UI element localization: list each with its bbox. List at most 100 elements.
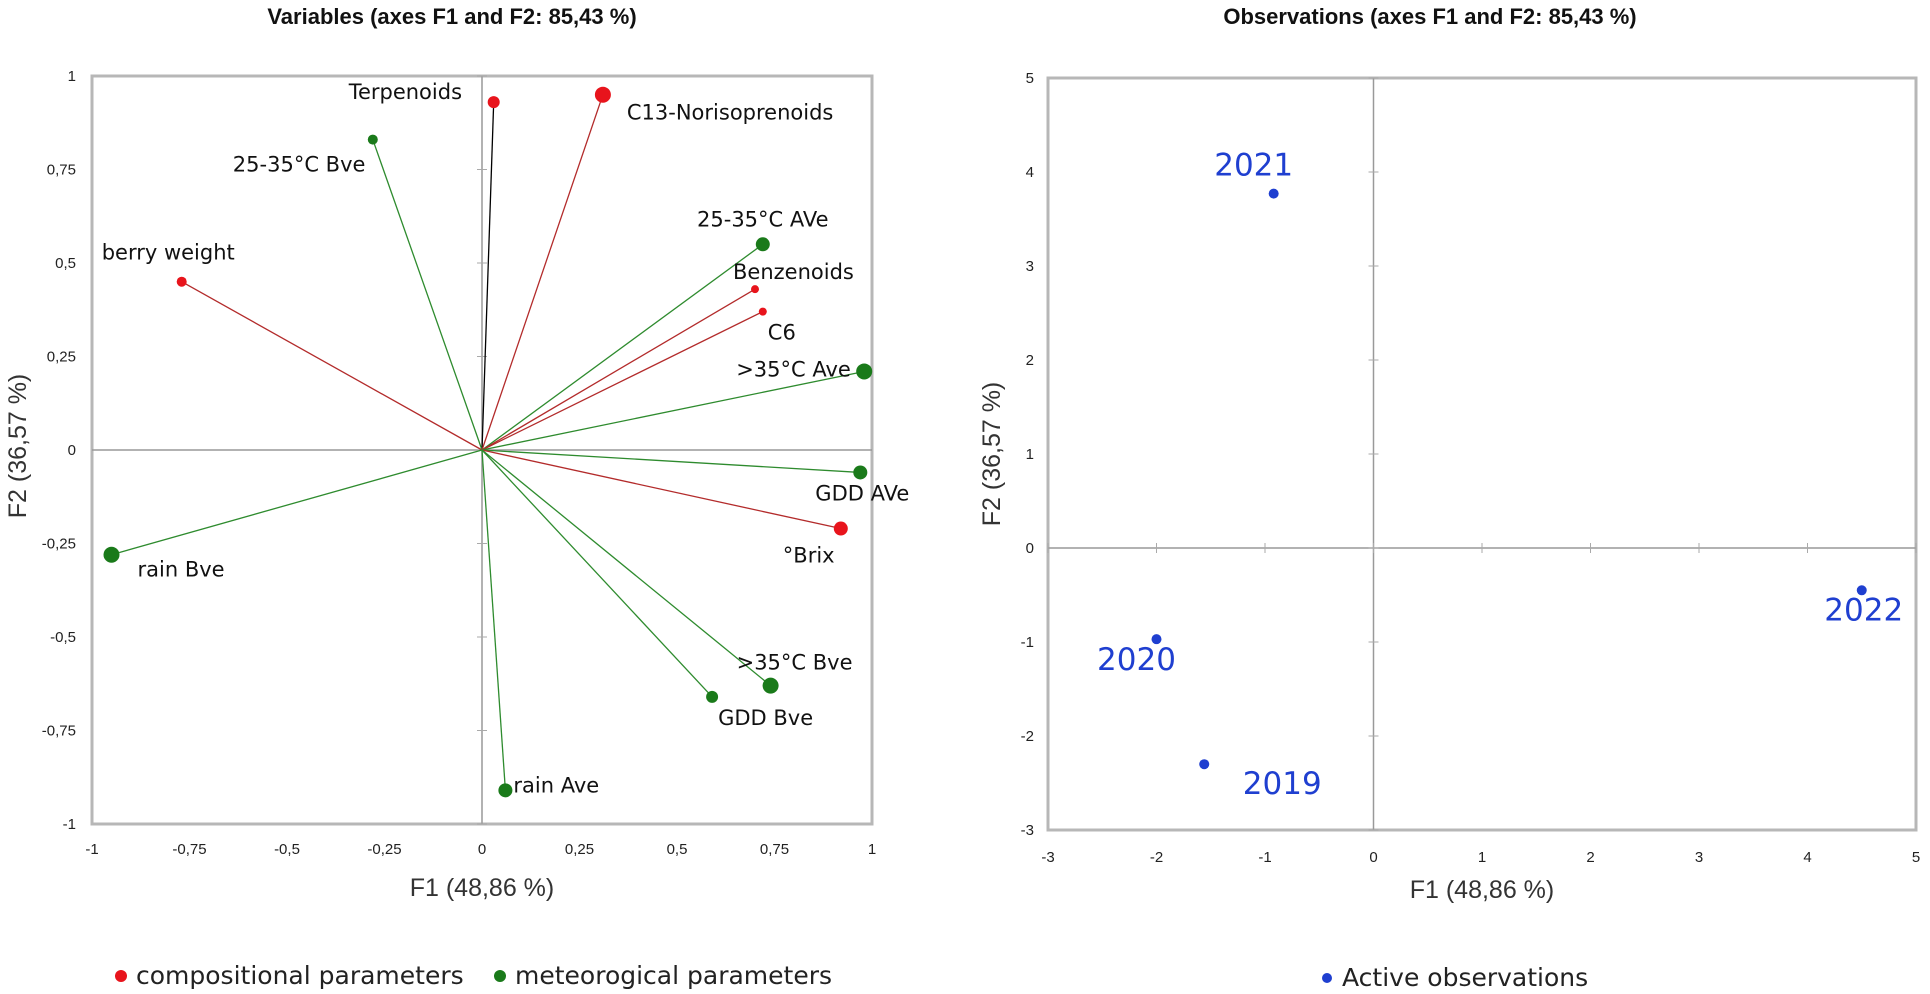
variables-y-tick: -0,75: [42, 723, 76, 740]
vector-35-c-bve: [481, 449, 772, 687]
variables-y-tick: 1: [68, 68, 76, 85]
observations-x-tick: 4: [1803, 849, 1811, 866]
point-berry-weight: [176, 276, 187, 287]
variables-x-tick: 0,5: [667, 841, 688, 858]
observations-y-tick: -1: [1021, 634, 1034, 651]
observations-x-tick: -3: [1041, 849, 1054, 866]
label-35-c-ave: >35°C Ave: [736, 357, 851, 381]
observations-legend: Active observations: [1322, 963, 1588, 992]
observations-x-tick: 3: [1695, 849, 1703, 866]
vector-rain-bve: [111, 449, 483, 556]
observations-x-tick: -1: [1258, 849, 1271, 866]
legend-observations-label: Active observations: [1342, 963, 1588, 992]
observation-label-2019: 2019: [1243, 766, 1322, 802]
point-terpenoids: [487, 96, 500, 109]
point-gdd-ave: [853, 465, 868, 480]
observations-chart: Observations (axes F1 and F2: 85,43 %) -…: [978, 4, 1920, 904]
label-c6: C6: [768, 321, 796, 345]
legend-compositional-label: compositional parameters: [136, 961, 464, 990]
observation-point-2019: [1199, 759, 1210, 770]
point-25-35-c-ave: [755, 237, 770, 252]
observations-y-tick: 2: [1026, 352, 1034, 369]
point-benzenoids: [751, 285, 759, 294]
variables-x-tick: -0,75: [172, 841, 206, 858]
observations-y-tick: -3: [1021, 822, 1034, 839]
label-rain-ave: rain Ave: [513, 773, 599, 797]
label-c13-norisoprenoids: C13-Norisoprenoids: [627, 101, 833, 125]
vector-rain-ave: [481, 449, 507, 791]
observations-x-tick: 5: [1912, 849, 1920, 866]
observations-y-tick: 3: [1026, 258, 1034, 275]
variables-y-tick: 0,5: [55, 255, 76, 272]
observation-label-2022: 2022: [1824, 592, 1903, 628]
variables-x-tick: -0,25: [367, 841, 401, 858]
variables-y-tick: 0: [68, 442, 76, 459]
variables-y-tick: 0,25: [47, 349, 76, 366]
vector-benzenoids: [481, 288, 756, 451]
variables-x-tick: 0: [478, 841, 486, 858]
variables-x-axis-title: F1 (48,86 %): [410, 874, 555, 902]
variables-chart-title: Variables (axes F1 and F2: 85,43 %): [267, 4, 636, 29]
observations-y-tick: 1: [1026, 446, 1034, 463]
point-c13-norisoprenoids: [594, 86, 611, 103]
variables-x-tick: 0,75: [760, 841, 789, 858]
observations-x-tick: 1: [1478, 849, 1486, 866]
point-25-35-c-bve: [367, 134, 378, 145]
vector-25-35-c-ave: [481, 243, 764, 451]
label-25-35-c-ave: 25-35°C AVe: [697, 207, 829, 231]
observation-label-2021: 2021: [1214, 148, 1293, 184]
label-25-35-c-bve: 25-35°C Bve: [233, 153, 366, 177]
vector-c6: [481, 311, 764, 451]
legend-observations-marker: [1322, 973, 1332, 983]
observations-y-axis-title: F2 (36,57 %): [978, 382, 1006, 527]
vector-25-35-c-bve: [372, 139, 483, 451]
label-berry-weight: berry weight: [102, 241, 235, 265]
point-c6: [758, 307, 767, 316]
observations-x-tick: 0: [1369, 849, 1377, 866]
vector-c13-norisoprenoids: [481, 94, 604, 451]
point-rain-ave: [498, 783, 513, 798]
label-terpenoids: Terpenoids: [348, 80, 462, 104]
point-gdd-bve: [706, 690, 719, 703]
vector-gdd-ave: [481, 449, 861, 474]
variables-y-axis-title: F2 (36,57 %): [4, 374, 32, 519]
observation-point-2021: [1268, 188, 1279, 199]
variables-x-tick: 1: [868, 841, 876, 858]
observations-y-tick: 0: [1026, 540, 1034, 557]
vector-berry-weight: [181, 281, 483, 451]
label-rain-bve: rain Bve: [138, 558, 225, 582]
point-35-c-ave: [856, 363, 873, 380]
label-benzenoids: Benzenoids: [733, 260, 854, 284]
variables-legend: compositional parameters meteorogical pa…: [115, 961, 832, 990]
observations-y-tick: -2: [1021, 728, 1034, 745]
variables-y-tick: -0,25: [42, 536, 76, 553]
vector-gdd-bve: [481, 449, 713, 698]
legend-meteorological-label: meteorogical parameters: [515, 961, 832, 990]
observations-chart-title: Observations (axes F1 and F2: 85,43 %): [1223, 4, 1636, 29]
observations-x-tick: 2: [1586, 849, 1594, 866]
point-35-c-bve: [762, 677, 779, 694]
observations-x-axis-title: F1 (48,86 %): [1410, 876, 1555, 904]
variables-y-tick: 0,75: [47, 162, 76, 179]
observations-y-tick: 4: [1026, 164, 1034, 181]
label-35-c-bve: >35°C Bve: [737, 651, 853, 675]
label-brix: °Brix: [783, 544, 835, 568]
vector-35-c-ave: [481, 370, 865, 451]
observations-plot-frame: [1046, 76, 1918, 832]
vector-terpenoids: [481, 102, 495, 451]
variables-x-tick: -1: [85, 841, 98, 858]
observation-point-2020: [1151, 634, 1162, 645]
observation-label-2020: 2020: [1097, 642, 1176, 678]
legend-meteorological-marker: [494, 970, 506, 982]
label-gdd-bve: GDD Bve: [718, 706, 813, 730]
point-rain-bve: [103, 546, 120, 563]
observations-y-tick: 5: [1026, 70, 1034, 87]
variables-chart: Variables (axes F1 and F2: 85,43 %) -1 -0…: [4, 4, 909, 902]
variables-y-tick: -1: [63, 816, 76, 833]
observation-point-2022: [1856, 585, 1867, 596]
variables-x-tick: -0,5: [274, 841, 300, 858]
vector-brix: [481, 449, 841, 530]
observations-x-tick: -2: [1150, 849, 1163, 866]
point-brix: [833, 521, 848, 536]
